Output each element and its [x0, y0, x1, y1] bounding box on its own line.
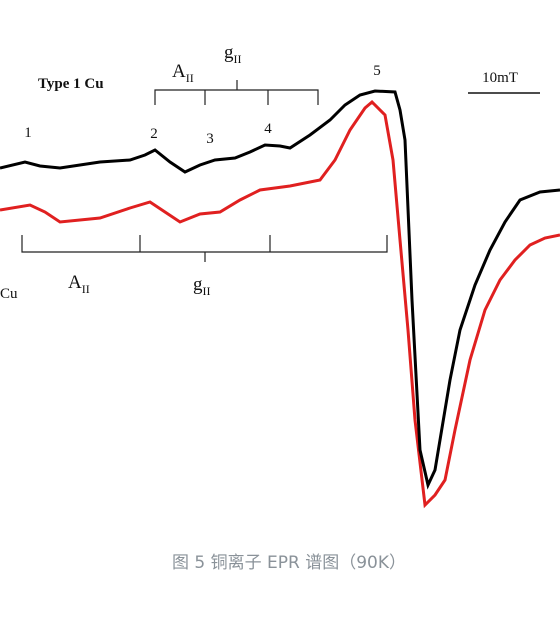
- black-spectrum: [0, 89, 560, 490]
- g-parallel: gII: [193, 274, 211, 298]
- subscript: II: [234, 52, 242, 66]
- a-parallel: AII: [68, 272, 90, 296]
- red-spectrum: [0, 99, 560, 509]
- peak-label: 2: [150, 126, 158, 142]
- type2-label: Cu: [0, 286, 18, 302]
- caption: 图 5 铜离子 EPR 谱图（90K）: [172, 553, 406, 573]
- type1-label: Type 1 Cu: [38, 76, 104, 92]
- g-parallel: gII: [224, 42, 242, 66]
- symbol: g: [224, 42, 234, 63]
- a-parallel: AII: [172, 61, 194, 85]
- symbol: g: [193, 274, 203, 295]
- lower-bracket: [21, 235, 388, 262]
- scale-label: 10mT: [482, 70, 518, 86]
- subscript: II: [203, 284, 211, 298]
- subscript: II: [186, 71, 194, 85]
- peak-label: 4: [264, 121, 272, 137]
- symbol: A: [172, 61, 186, 82]
- peak-label: 5: [373, 63, 381, 79]
- symbol: A: [68, 272, 82, 293]
- peak-label: 3: [206, 131, 214, 147]
- upper-bracket: [154, 80, 319, 105]
- peak-label: 1: [24, 125, 32, 141]
- subscript: II: [82, 282, 90, 296]
